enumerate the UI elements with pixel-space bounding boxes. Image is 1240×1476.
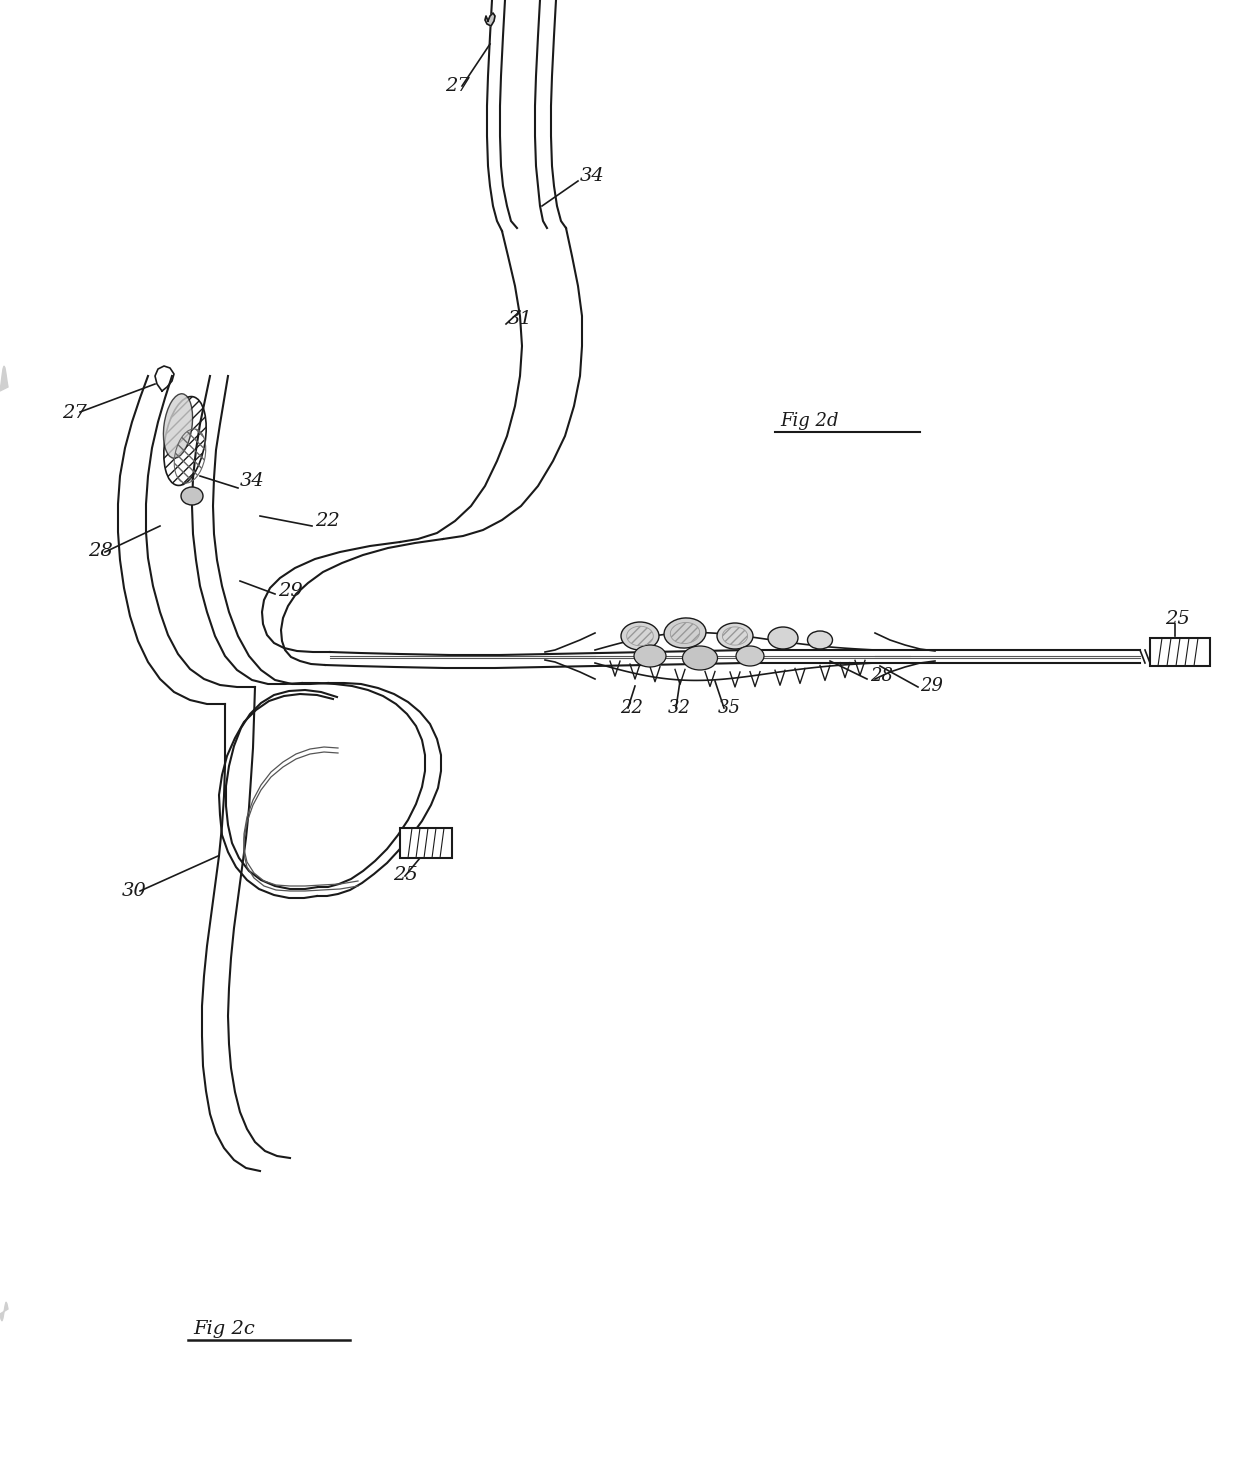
Text: 27: 27 bbox=[445, 77, 470, 94]
Ellipse shape bbox=[634, 645, 666, 667]
Text: 34: 34 bbox=[241, 472, 265, 490]
Text: 31: 31 bbox=[508, 310, 533, 328]
Ellipse shape bbox=[737, 646, 764, 666]
FancyBboxPatch shape bbox=[401, 828, 453, 858]
Polygon shape bbox=[0, 1302, 7, 1321]
Polygon shape bbox=[485, 13, 495, 27]
Text: 28: 28 bbox=[88, 542, 113, 559]
Text: 27: 27 bbox=[62, 404, 87, 422]
Text: 28: 28 bbox=[870, 667, 893, 685]
Ellipse shape bbox=[665, 618, 706, 648]
Ellipse shape bbox=[181, 487, 203, 505]
Ellipse shape bbox=[768, 627, 799, 649]
FancyBboxPatch shape bbox=[1149, 638, 1210, 666]
Ellipse shape bbox=[682, 646, 718, 670]
Text: 29: 29 bbox=[278, 582, 303, 601]
Text: Fig 2d: Fig 2d bbox=[780, 412, 838, 430]
Text: 30: 30 bbox=[122, 883, 146, 900]
Ellipse shape bbox=[164, 394, 192, 458]
Text: 25: 25 bbox=[393, 866, 418, 884]
Text: Fig 2c: Fig 2c bbox=[193, 1320, 254, 1339]
Text: 34: 34 bbox=[580, 167, 605, 184]
Text: 35: 35 bbox=[718, 700, 742, 717]
Polygon shape bbox=[0, 366, 7, 391]
Text: 32: 32 bbox=[668, 700, 691, 717]
Ellipse shape bbox=[621, 621, 658, 649]
Text: 29: 29 bbox=[920, 677, 942, 695]
Text: 22: 22 bbox=[620, 700, 644, 717]
Ellipse shape bbox=[807, 632, 832, 649]
Text: 25: 25 bbox=[1166, 610, 1189, 627]
Text: 22: 22 bbox=[315, 512, 340, 530]
Ellipse shape bbox=[717, 623, 753, 649]
